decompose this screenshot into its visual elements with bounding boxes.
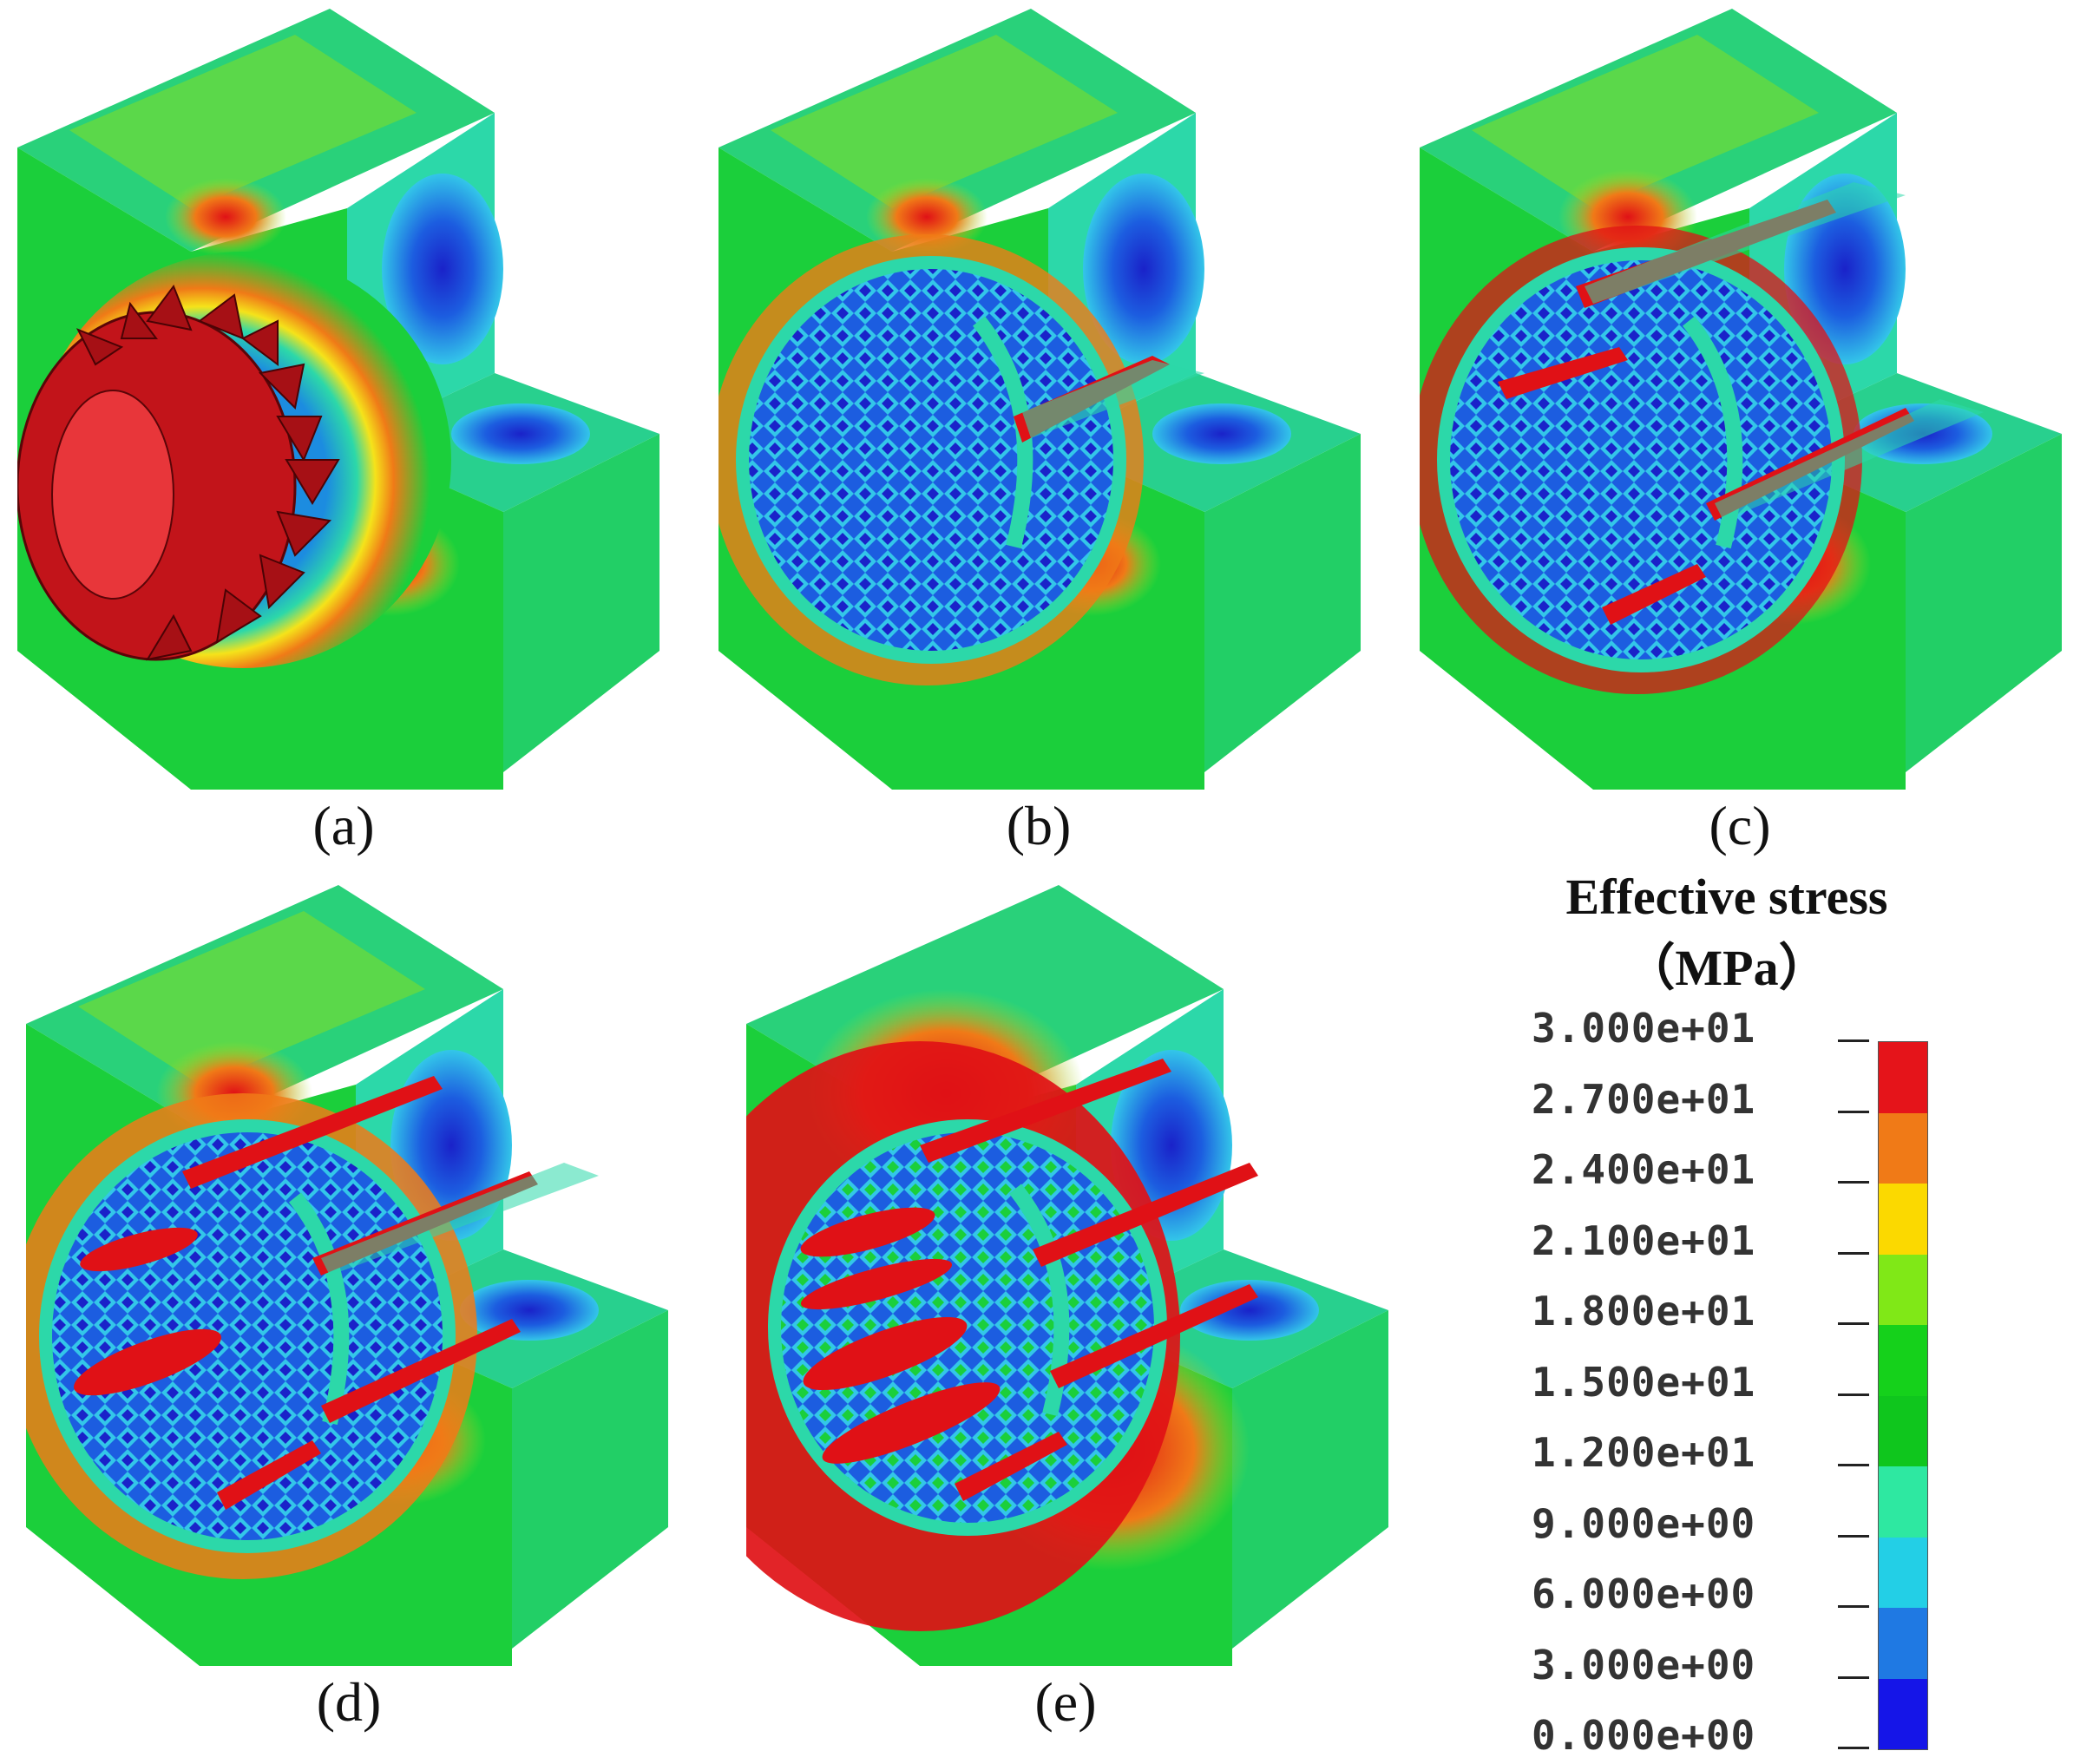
colorbar-tick-label: 6.000e+00 — [1532, 1571, 1756, 1617]
cutter-head — [17, 284, 340, 661]
colorbar-tick-mark — [1838, 1534, 1869, 1538]
colorbar-tick-label: 1.200e+01 — [1532, 1429, 1756, 1476]
colorbar-swatch — [1879, 1184, 1927, 1255]
stress-block-a — [17, 9, 659, 790]
colorbar — [1878, 1041, 1928, 1750]
colorbar-swatch — [1879, 1325, 1927, 1396]
panel-b — [718, 9, 1378, 790]
colorbar-tick-mark — [1838, 1251, 1869, 1255]
colorbar-swatch — [1879, 1608, 1927, 1679]
colorbar-swatch — [1879, 1466, 1927, 1538]
colorbar-tick-mark — [1838, 1464, 1869, 1466]
colorbar-swatch — [1879, 1678, 1927, 1749]
stress-block-c — [1420, 9, 2062, 790]
panel-label-b: (b) — [1006, 795, 1072, 856]
colorbar-tick-label: 1.500e+01 — [1532, 1358, 1756, 1406]
panel-label-e: (e) — [1034, 1671, 1097, 1733]
colorbar-tick-label: 3.000e+01 — [1532, 1005, 1756, 1052]
colorbar-tick-label: 3.000e+00 — [1532, 1641, 1756, 1689]
legend-unit: （MPa） — [1624, 940, 1829, 996]
colorbar-tick-label: 2.700e+01 — [1532, 1075, 1756, 1123]
stress-block-b — [718, 9, 1361, 790]
colorbar-tick-mark — [1838, 1393, 1869, 1396]
colorbar-swatch — [1879, 1395, 1927, 1466]
colorbar-swatch — [1879, 1042, 1927, 1113]
stress-block-d — [26, 885, 668, 1666]
stress-block-e — [746, 885, 1388, 1666]
panel-d — [26, 885, 686, 1666]
colorbar-swatch — [1879, 1254, 1927, 1325]
panel-label-a: (a) — [312, 795, 375, 856]
panel-e — [746, 885, 1406, 1666]
colorbar-tick-label: 9.000e+00 — [1532, 1499, 1756, 1547]
colorbar-tick-mark — [1838, 1110, 1869, 1113]
colorbar-tick-label: 1.800e+01 — [1532, 1288, 1756, 1334]
panel-a — [17, 9, 677, 790]
colorbar-tick-label: 0.000e+00 — [1532, 1712, 1756, 1759]
colorbar-swatch — [1879, 1537, 1927, 1608]
panel-label-d: (d) — [316, 1671, 382, 1733]
colorbar-tick-mark — [1838, 1322, 1869, 1325]
legend-title: Effective stress — [1565, 869, 1888, 925]
colorbar-tick-mark — [1838, 1675, 1869, 1679]
colorbar-tick-label: 2.100e+01 — [1532, 1216, 1756, 1264]
colorbar-tick-mark — [1838, 1605, 1869, 1608]
colorbar-tick-mark — [1838, 1181, 1869, 1184]
panel-label-c: (c) — [1709, 795, 1771, 856]
colorbar-swatch — [1879, 1112, 1927, 1184]
colorbar-tick-mark — [1838, 1747, 1869, 1749]
colorbar-tick-label: 2.400e+01 — [1532, 1146, 1756, 1193]
panel-c — [1420, 9, 2079, 790]
colorbar-tick-mark — [1838, 1039, 1869, 1042]
